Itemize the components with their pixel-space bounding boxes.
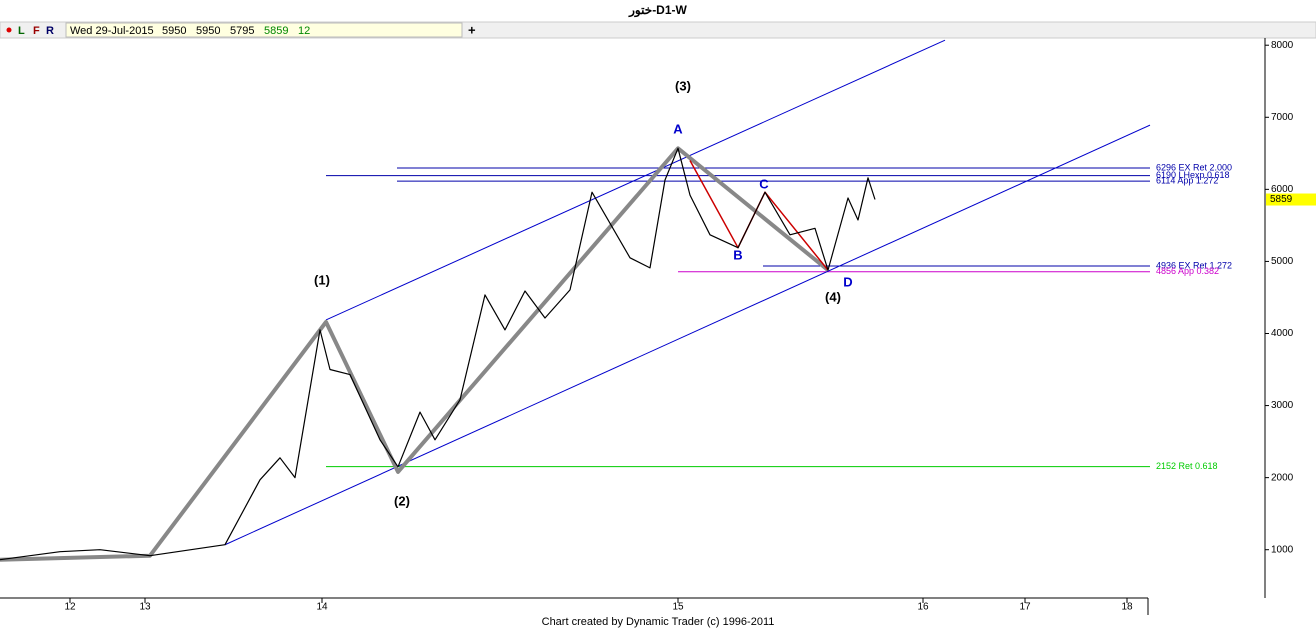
- x-tick-label: 12: [64, 602, 76, 613]
- quote-volume: 12: [298, 25, 310, 37]
- series-line: [0, 147, 876, 561]
- quote-high: 5950: [196, 25, 220, 37]
- level-label: 4856 App 0.382: [1156, 266, 1219, 276]
- wave-label: (4): [825, 289, 841, 304]
- status-dot: [6, 27, 12, 33]
- quote-open: 5950: [162, 25, 186, 37]
- x-tick-label: 13: [139, 602, 151, 613]
- toolbar-flag[interactable]: R: [46, 25, 54, 37]
- toolbar-flag[interactable]: F: [33, 25, 40, 37]
- wave-label: (1): [314, 272, 330, 287]
- wave-label: B: [733, 247, 742, 262]
- trendline: [325, 39, 946, 321]
- last-price-tag: [1266, 193, 1316, 206]
- level-label: 2152 Ret 0.618: [1156, 461, 1218, 471]
- level-label: 6296 EX Ret 2.000: [1156, 162, 1232, 172]
- y-tick-label: 5000: [1271, 256, 1294, 267]
- y-tick-label: 2000: [1271, 472, 1294, 483]
- add-button[interactable]: +: [468, 22, 476, 37]
- quote-close: 5859: [264, 25, 288, 37]
- quote-low: 5795: [230, 25, 254, 37]
- level-label: 6190 LHexp 0.618: [1156, 170, 1230, 180]
- x-tick-label: 14: [316, 602, 328, 613]
- y-tick-label: 1000: [1271, 544, 1294, 555]
- wave-label: (2): [394, 493, 410, 508]
- y-tick-label: 7000: [1271, 112, 1294, 123]
- y-tick-label: 3000: [1271, 400, 1294, 411]
- wave-label: A: [673, 121, 683, 136]
- quote-date: Wed 29-Jul-2015: [70, 25, 154, 37]
- trendline: [224, 124, 1151, 546]
- y-tick-label: 4000: [1271, 328, 1294, 339]
- quote-box: [65, 22, 463, 38]
- x-tick-label: 17: [1019, 602, 1031, 613]
- toolbar-flag[interactable]: L: [18, 25, 25, 37]
- series-line: [0, 146, 830, 562]
- y-tick-label: 8000: [1271, 40, 1294, 51]
- y-tick-label: 6000: [1271, 184, 1294, 195]
- level-label: 6114 App 1.272: [1156, 176, 1218, 186]
- window-title: ختور-D1-W: [628, 3, 687, 18]
- title-bar: [0, 0, 1316, 21]
- x-tick-label: 18: [1121, 602, 1133, 613]
- x-tick-label: 15: [672, 602, 684, 613]
- level-label: 4936 EX Ret 1.272: [1156, 260, 1232, 270]
- last-price: 5859: [1270, 194, 1293, 205]
- footer: Chart created by Dynamic Trader (c) 1996…: [542, 616, 775, 628]
- x-tick-label: 16: [917, 602, 929, 613]
- wave-label: D: [843, 274, 852, 289]
- wave-label: C: [759, 176, 769, 191]
- wave-label: (3): [675, 78, 691, 93]
